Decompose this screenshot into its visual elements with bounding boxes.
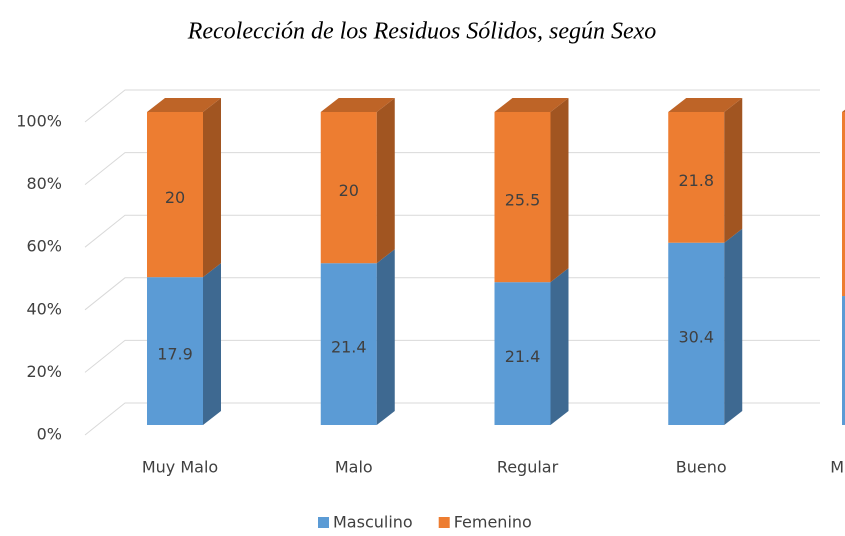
- y-tick-label: 40%: [26, 299, 62, 318]
- legend-swatch: [438, 517, 450, 528]
- data-label: 21.8: [678, 171, 714, 190]
- bar-front: [494, 282, 551, 425]
- grid-line: [84, 402, 820, 436]
- data-label: 21.4: [505, 347, 541, 366]
- x-tick-label: Malo: [335, 458, 373, 477]
- bar-front: [147, 277, 203, 425]
- bar-side: [724, 228, 743, 425]
- bar-top: [494, 98, 569, 112]
- y-tick-label: 100%: [16, 112, 62, 131]
- bar-side: [203, 263, 221, 425]
- data-label: 25.5: [505, 191, 541, 210]
- bar-side: [376, 98, 395, 264]
- bar-side: [724, 98, 743, 243]
- legend-label: Masculino: [333, 513, 413, 532]
- x-tick-label: Muy Malo: [142, 458, 218, 477]
- grid-line: [84, 339, 820, 373]
- grid-line: [84, 89, 820, 123]
- y-tick-label: 0%: [37, 425, 62, 444]
- y-tick-label: 60%: [26, 237, 62, 256]
- grid-line: [84, 152, 820, 185]
- bar-top: [668, 98, 743, 112]
- bar-top: [842, 109, 845, 112]
- x-tick-label: Regular: [497, 458, 559, 477]
- bar-top: [320, 98, 395, 112]
- data-label: 21.4: [331, 338, 367, 357]
- chart-title: Recolección de los Residuos Sólidos, seg…: [187, 19, 657, 45]
- data-label: 20: [165, 188, 185, 207]
- data-label: 20: [339, 181, 359, 200]
- bar-front: [494, 112, 551, 283]
- x-tick-label: Bueno: [676, 458, 727, 477]
- data-label: 30.4: [678, 327, 714, 346]
- bar-front: [320, 263, 377, 425]
- bar-side: [550, 98, 569, 283]
- legend-swatch: [318, 517, 329, 528]
- bar-front: [147, 112, 203, 278]
- bar-front: [842, 112, 845, 297]
- data-label: 17.9: [157, 345, 193, 364]
- bar-front: [668, 242, 725, 425]
- bar-side: [550, 268, 569, 425]
- legend-label: Femenino: [454, 513, 532, 532]
- x-tick-label: Muy Bueno: [830, 458, 845, 477]
- grid-line: [84, 214, 820, 248]
- bar-front: [842, 296, 845, 425]
- y-tick-label: 20%: [26, 362, 62, 381]
- bar-side: [376, 249, 395, 425]
- bar-top: [147, 98, 221, 112]
- bar-front: [320, 112, 377, 264]
- bar-side: [203, 98, 221, 278]
- y-tick-label: 80%: [26, 174, 62, 193]
- bar-front: [668, 112, 725, 243]
- grid-line: [84, 277, 820, 311]
